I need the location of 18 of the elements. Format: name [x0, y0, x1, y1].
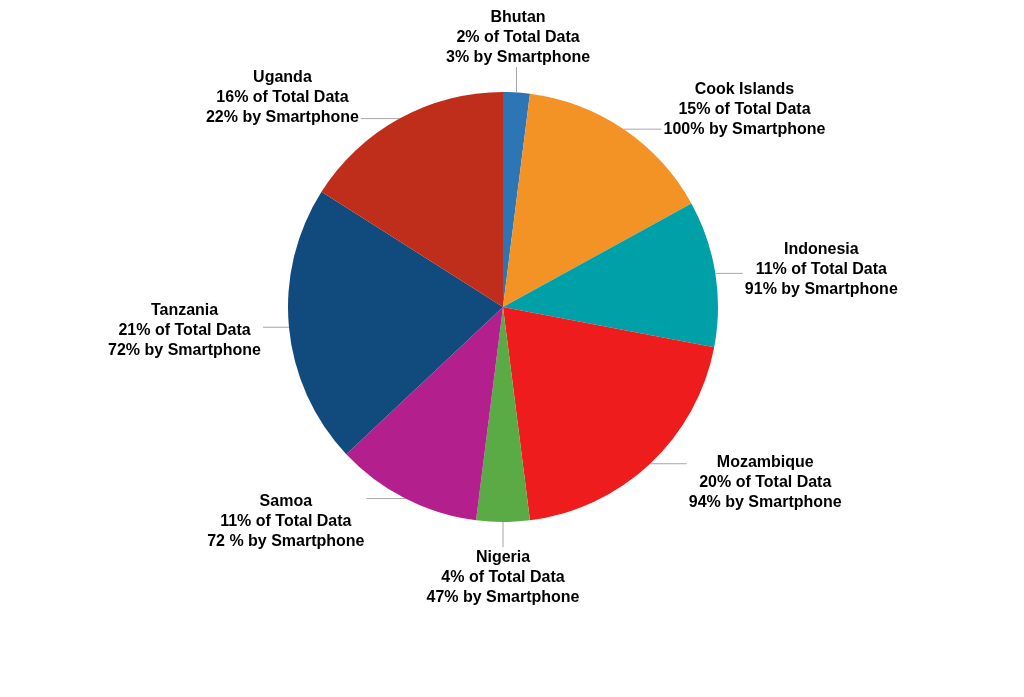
- data-label: 2% of Total Data 3% by Smartphone: [446, 28, 591, 65]
- data-label: 11% of Total Data 91% by Smartphone: [744, 260, 898, 298]
- slice-label: Indonesia: [783, 240, 859, 258]
- pie-slice: [503, 203, 718, 348]
- slice-label: Tanzania: [150, 300, 219, 318]
- data-label: 11% of Total Data 72 % by Smartphone: [207, 511, 365, 549]
- data-label: 20% of Total Data 94% by Smartphone: [688, 472, 842, 510]
- data-label: 4% of Total Data 47% by Smartphone: [426, 568, 580, 605]
- data-label: 15% of Total Data 100% by Smartphone: [663, 99, 826, 137]
- pie-slice: [288, 191, 503, 455]
- slice-label: Uganda: [253, 67, 312, 85]
- slice-label: Bhutan: [490, 8, 546, 25]
- slice-label: Samoa: [259, 491, 313, 509]
- slice-label: Nigeria: [475, 548, 531, 565]
- slice-label: Mozambique: [716, 452, 814, 470]
- data-label: 21% of Total Data 72% by Smartphone: [108, 320, 262, 358]
- data-label: 16% of Total Data 22% by Smartphone: [205, 87, 359, 125]
- slice-label: Cook Islands: [694, 79, 795, 97]
